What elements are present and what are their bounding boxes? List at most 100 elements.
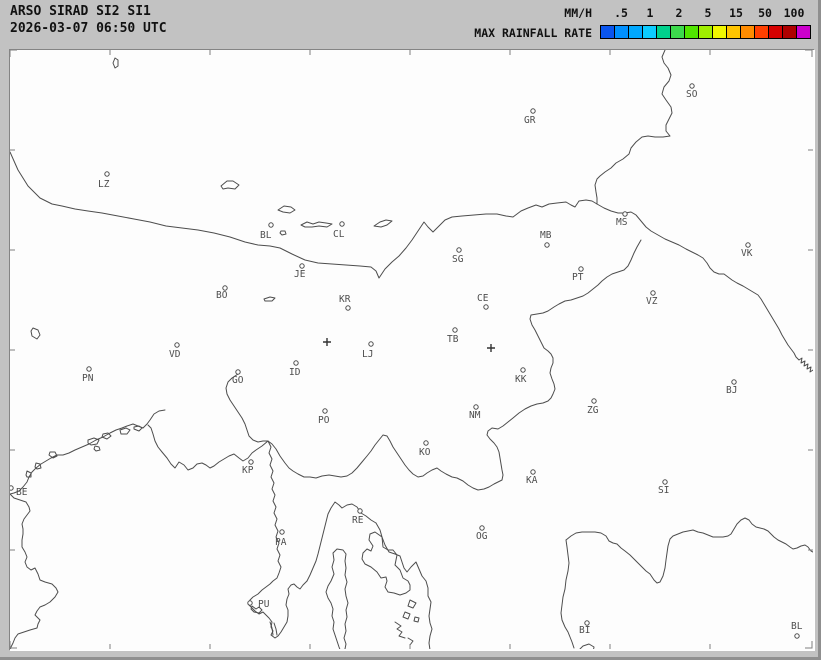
station-label-ID: ID: [289, 367, 301, 378]
station-label-CL: CL: [333, 229, 345, 240]
station-marker-RE: [357, 508, 363, 514]
map-svg: LZ BL CL JE GR SO MS MB VK SG PT BO KR CE VZ TB LJ VD ID PN…: [10, 50, 813, 649]
station-label-JE: JE: [294, 269, 306, 280]
station-marker-PU: [247, 600, 253, 606]
geo-outline: [565, 517, 813, 584]
station-marker-KA: [530, 469, 536, 475]
geo-outline: [373, 219, 393, 228]
station-marker-PN: [86, 366, 92, 372]
station-label-SG: SG: [452, 254, 464, 265]
station-marker-BE: [10, 485, 14, 491]
geo-outline: [133, 425, 143, 432]
rainfall-colorbar: [600, 25, 811, 39]
station-marker-KO: [423, 440, 429, 446]
legend-tick-2: 2: [675, 6, 683, 20]
legend-tick-5: 5: [704, 6, 712, 20]
colorbar-cell: [657, 26, 670, 38]
station-marker-PO: [322, 408, 328, 414]
station-label-RE: RE: [352, 515, 364, 526]
geo-outline: [25, 470, 32, 478]
map-panel: [9, 49, 815, 651]
station-label-LZ: LZ: [98, 179, 110, 190]
geo-outline: [413, 616, 420, 623]
station-label-KO: KO: [419, 447, 431, 458]
station-marker-GO: [235, 369, 241, 375]
station-label-BL: BL: [791, 621, 803, 632]
station-label-KR: KR: [339, 294, 351, 305]
station-label-PU: PU: [258, 599, 270, 610]
geo-outline: [225, 373, 269, 443]
radar-cross: [323, 338, 331, 346]
geo-outline: [407, 637, 414, 646]
legend-scale-ticks: .5 1 2 5 15 50 100: [0, 6, 821, 20]
colorbar-cell: [783, 26, 796, 38]
geo-outline: [247, 440, 308, 639]
station-marker-KR: [345, 305, 351, 311]
station-label-KP: KP: [242, 465, 254, 476]
station-label-VZ: VZ: [646, 296, 658, 307]
geo-outline: [34, 462, 42, 470]
station-label-BL: BL: [260, 230, 272, 241]
colorbar-cell: [741, 26, 754, 38]
station-marker-BO: [222, 285, 228, 291]
geo-outline: [594, 50, 673, 205]
station-marker-MS: [622, 211, 628, 217]
station-marker-OG: [479, 525, 485, 531]
legend-tick-15: 15: [729, 6, 743, 20]
colorbar-cell: [727, 26, 740, 38]
timestamp: 2026-03-07 06:50 UTC: [10, 21, 167, 36]
geo-outline: [394, 621, 406, 639]
legend-tick-1: 1: [646, 6, 654, 20]
geo-outline: [269, 621, 274, 636]
station-label-BE: BE: [16, 487, 28, 498]
station-marker-BL: [268, 222, 274, 228]
station-label-VK: VK: [741, 248, 753, 259]
station-marker-BI: [584, 620, 590, 626]
station-marker-ID: [293, 360, 299, 366]
frame-corner-mark: [805, 641, 813, 649]
geo-outline: [93, 445, 101, 452]
colorbar-cell: [643, 26, 656, 38]
station-marker-GR: [530, 108, 536, 114]
geo-outline: [560, 539, 575, 649]
window-edge-bottom: [0, 657, 821, 660]
geo-outline: [10, 151, 598, 279]
colorbar-cell: [685, 26, 698, 38]
station-label-ZG: ZG: [587, 405, 599, 416]
geo-outline: [147, 424, 269, 471]
legend-tick-50: 50: [758, 6, 772, 20]
geo-outline: [277, 205, 296, 214]
geo-outline: [579, 643, 595, 649]
station-marker-JE: [299, 263, 305, 269]
colorbar-cell: [629, 26, 642, 38]
colorbar-cell: [615, 26, 628, 38]
station-marker-LJ: [368, 341, 374, 347]
window-edge-right: [818, 0, 821, 660]
radar-cross: [487, 344, 495, 352]
colorbar-cell: [713, 26, 726, 38]
station-label-PA: PA: [275, 537, 287, 548]
geo-outline: [10, 409, 166, 495]
frame-corner-mark: [10, 50, 17, 57]
legend-tick-.5: .5: [614, 6, 628, 20]
station-label-PO: PO: [318, 415, 330, 426]
station-label-PT: PT: [572, 272, 584, 283]
station-marker-MB: [544, 242, 550, 248]
station-label-CE: CE: [477, 293, 489, 304]
station-label-GO: GO: [232, 375, 244, 386]
geo-outline: [596, 203, 813, 373]
colorbar-cell: [671, 26, 684, 38]
colorbar-cell: [699, 26, 712, 38]
station-label-KK: KK: [515, 374, 527, 385]
station-marker-SO: [689, 83, 695, 89]
colorbar-cell: [797, 26, 810, 38]
station-label-NM: NM: [469, 410, 481, 421]
station-marker-VK: [745, 242, 751, 248]
geo-outline: [87, 437, 100, 446]
station-label-BJ: BJ: [726, 385, 737, 396]
geo-outline: [220, 180, 240, 190]
frame-corner-mark: [805, 50, 813, 57]
legend-title: MAX RAINFALL RATE: [474, 26, 592, 40]
geo-outline: [30, 327, 41, 340]
